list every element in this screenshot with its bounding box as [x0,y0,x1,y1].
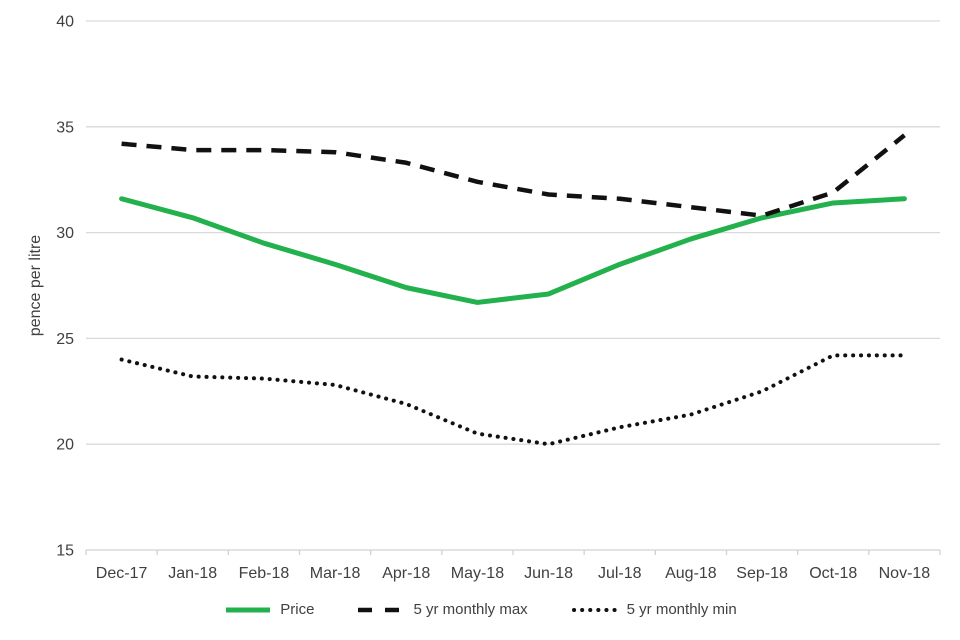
y-axis-title: pence per litre [27,235,44,336]
price-line [119,196,907,305]
y-tick-label: 35 [56,119,74,136]
y-tick-label: 25 [56,331,74,348]
x-tick-label: Jun-18 [524,565,573,582]
x-tick-label: Mar-18 [310,565,361,582]
legend-item-price: Price [223,601,314,618]
x-tick-label: Oct-18 [809,565,857,582]
y-tick-label: 40 [56,14,74,31]
legend-item-min: 5 yr monthly min [570,601,737,618]
legend-label-min: 5 yr monthly min [626,601,737,618]
y-tick-label: 15 [56,543,74,560]
legend-item-max: 5 yr monthly max [356,601,528,618]
x-tick-label: May-18 [451,565,504,582]
x-tick-label: Nov-18 [879,565,931,582]
x-tick-label: Feb-18 [239,565,290,582]
x-tick-label: Jul-18 [598,565,642,582]
line-chart: 15 20 25 30 35 40 Dec-17 Jan-18 Feb-18 Mar-18 Apr-… [27,14,941,582]
max-line-swatch [358,607,407,612]
min-line-swatch [571,607,620,612]
x-tick-label: Sep-18 [736,565,788,582]
max-line [121,133,906,218]
x-tick-label: Aug-18 [665,565,717,582]
y-tick-label: 20 [56,437,74,454]
legend-label-price: Price [280,601,315,618]
chart-legend: Price 5 yr monthly max 5 yr monthly min [0,601,960,618]
x-tick-label: Apr-18 [382,565,430,582]
x-tick-label: Dec-17 [96,565,148,582]
legend-label-max: 5 yr monthly max [413,601,528,618]
min-line [119,353,907,447]
price-line-swatch [226,607,271,612]
y-tick-label: 30 [56,225,74,242]
x-tick-label: Jan-18 [168,565,217,582]
